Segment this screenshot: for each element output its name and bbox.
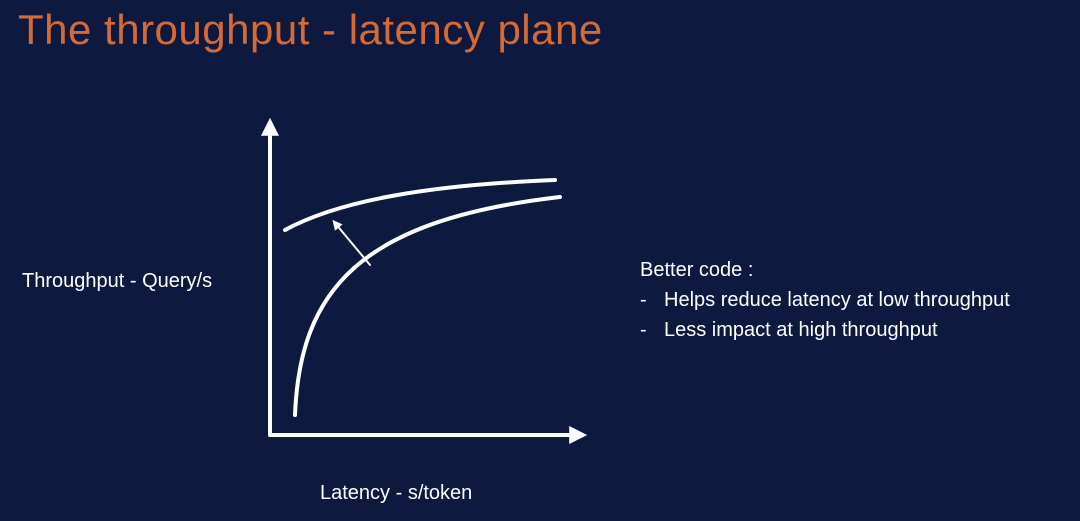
side-note-bullet-text: Helps reduce latency at low throughput: [664, 285, 1010, 315]
side-note-bullet-text: Less impact at high throughput: [664, 315, 938, 345]
side-note-bullet: - Less impact at high throughput: [640, 315, 1010, 345]
annotation-arrow: [335, 223, 370, 265]
baseline-curve: [295, 197, 560, 415]
bullet-dash: -: [640, 315, 664, 345]
side-note-bullet: - Helps reduce latency at low throughput: [640, 285, 1010, 315]
slide-title: The throughput - latency plane: [18, 6, 603, 54]
chart-svg: [250, 115, 590, 455]
side-note: Better code : - Helps reduce latency at …: [640, 255, 1010, 345]
side-note-heading: Better code :: [640, 255, 1010, 285]
y-axis-label: Throughput - Query/s: [22, 270, 212, 293]
slide: The throughput - latency plane Throughpu…: [0, 0, 1080, 521]
chart: [250, 115, 590, 455]
x-axis-label: Latency - s/token: [320, 482, 472, 505]
bullet-dash: -: [640, 285, 664, 315]
